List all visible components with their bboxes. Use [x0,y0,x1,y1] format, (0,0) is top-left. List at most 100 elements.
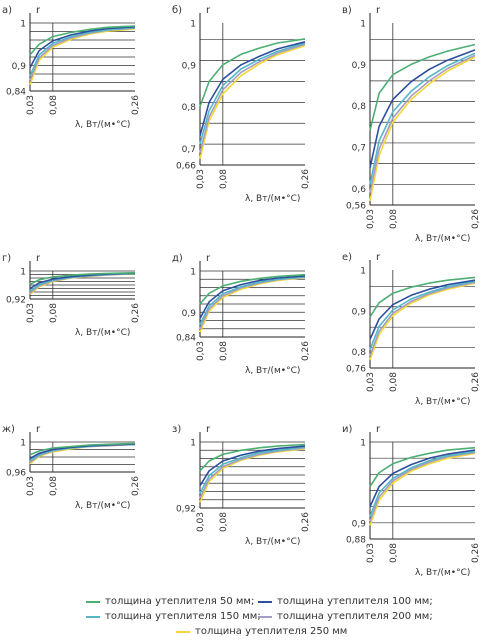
legend-label-100: толщина утеплителя 100 мм; [277,596,433,607]
panel-8-xtick-2: 0,26 [301,512,311,532]
panel-9-ytick-0: 0,88 [346,536,366,546]
panel-3-ytick-0: 0,56 [346,202,366,212]
panel-7-xtick-2: 0,26 [131,476,141,496]
panel-6-series-5-line [369,282,476,361]
legend-label-150: толщина утеплителя 150 мм; [105,611,261,622]
panel-5-xtick-1: 0,08 [219,341,229,361]
panel-1-xlabel: λ, Вт/(м•°С) [75,120,130,130]
panel-3-series-3-line [369,52,476,185]
panel-6-ytick-3: 1 [360,267,366,277]
panel-6-xtick-2: 0,26 [471,372,481,392]
panel-2-xtick-0: 0,03 [196,169,206,189]
panel-6-series-1-line [369,276,476,318]
panel-5-ytick-1: 0,9 [182,309,197,319]
panel-6-series-3-line [369,280,476,350]
panel-3-ytick-1: 0,6 [352,185,367,195]
legend-swatch-100 [258,600,272,603]
panel-5-series-1-line [199,273,306,305]
panel-3-xtick-2: 0,26 [471,209,481,229]
panel-8-xlabel: λ, Вт/(м•°С) [245,537,300,547]
panel-5-xlabel: λ, Вт/(м•°С) [245,366,300,376]
panel-5-series-5-line [199,276,306,333]
panel-4-series-2-line [29,272,136,290]
panel-8-xtick-0: 0,03 [196,512,206,532]
panel-5-series-4-line [199,276,306,330]
panel-3-series-2-line [369,49,476,168]
panel-1-series-5-line [29,28,136,85]
panel-9-ytick-1: 0,9 [352,519,367,529]
legend-item-250: толщина утеплителя 250 мм [176,626,347,637]
panel-4-ytick-0: 0,92 [6,296,26,306]
panel-5-ytick-0: 0,84 [176,334,196,344]
panel-5-ylabel: r [206,253,211,264]
panel-2-series-4-line [199,43,306,153]
panel-4-series-1-line [29,272,136,286]
panel-3-ytick-2: 0,7 [352,144,366,154]
panel-7-xtick-1: 0,08 [49,476,59,496]
panel-4-label: г) [2,253,11,264]
panel-5-label: д) [172,253,183,264]
panel-1-series-1-line [29,25,136,56]
panel-6-ytick-1: 0,8 [352,348,367,358]
panel-2-ytick-4: 1 [190,20,196,30]
panel-2-xlabel: λ, Вт/(м•°С) [245,194,300,204]
panel-6-xlabel: λ, Вт/(м•°С) [415,397,470,407]
panel-9-series-4-line [369,451,476,522]
panel-6-xtick-1: 0,08 [389,372,399,392]
panel-8-xtick-1: 0,08 [219,512,229,532]
panel-4-xlabel: λ, Вт/(м•°С) [75,328,130,338]
panel-4-xtick-0: 0,03 [26,303,36,323]
panel-9-xlabel: λ, Вт/(м•°С) [415,568,470,578]
panel-8-series-1-line [199,443,306,472]
panel-1-series-3-line [29,26,136,77]
panel-6-series-4-line [369,281,476,357]
legend-swatch-50 [86,600,100,603]
panel-3-ytick-4: 0,9 [352,61,367,71]
panel-9-ytick-2: 1 [360,439,366,449]
legend-item-150: толщина утеплителя 150 мм; [86,611,261,622]
legend-item-50: толщина утеплителя 50 мм; [86,596,254,607]
panel-3-series-1-line [369,43,476,131]
legend-swatch-200 [258,615,272,618]
panel-7-label: ж) [2,424,15,435]
panel-9-xtick-2: 0,26 [471,543,481,563]
panel-2-ytick-2: 0,8 [182,103,197,113]
legend-item-200: толщина утеплителя 200 мм; [258,611,433,622]
legend-label-250: толщина утеплителя 250 мм [195,626,348,637]
panel-9-series-1-line [369,446,476,487]
panel-1-ylabel: r [36,5,41,16]
panel-3-series-4-line [369,54,476,193]
panel-2-xtick-1: 0,08 [219,169,229,189]
panel-8-ylabel: r [206,424,211,435]
panel-6-series-2-line [369,279,476,340]
panel-2-series-5-line [199,44,306,159]
panel-2-series-3-line [199,42,306,145]
panel-9-xtick-1: 0,08 [389,543,399,563]
panel-8-ytick-0: 0,92 [176,505,196,515]
panel-3-xlabel: λ, Вт/(м•°С) [415,234,470,244]
panel-6-ytick-2: 0,9 [352,307,367,317]
panel-8-series-2-line [199,445,306,487]
panel-2-ytick-0: 0,66 [176,162,196,172]
panel-2-label: б) [172,5,182,16]
panel-1-xtick-1: 0,08 [49,95,59,115]
panel-2-ytick-1: 0,7 [182,145,196,155]
legend-swatch-250 [176,630,190,633]
panel-7-ytick-1: 1 [20,439,26,449]
panel-4-ylabel: r [36,253,41,264]
panel-7-ytick-0: 0,96 [6,469,26,479]
panel-3-ylabel: r [376,5,381,16]
panel-8-series-3-line [199,446,306,494]
panel-1-ytick-0: 0,84 [6,88,26,98]
panel-7-series-2-line [29,443,136,460]
panel-9-series-3-line [369,450,476,517]
legend-item-100: толщина утеплителя 100 мм; [258,596,433,607]
legend-swatch-150 [86,615,100,618]
panel-1-ytick-1: 0,9 [12,62,27,72]
legend-label-50: толщина утеплителя 50 мм; [105,596,255,607]
panel-9-label: и) [342,424,352,435]
panel-2-ylabel: r [206,5,211,16]
panel-3-label: в) [342,5,352,16]
panel-7-xtick-0: 0,03 [26,476,36,496]
panel-1-ytick-2: 1 [20,20,26,30]
